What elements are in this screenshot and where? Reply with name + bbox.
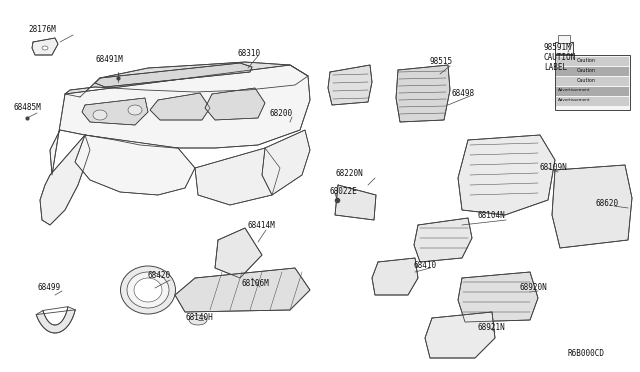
- Ellipse shape: [128, 105, 142, 115]
- Bar: [556, 87, 629, 96]
- Polygon shape: [262, 130, 310, 195]
- Text: CAUTION: CAUTION: [544, 54, 577, 62]
- Text: Caution: Caution: [577, 68, 596, 73]
- Text: Caution: Caution: [577, 58, 596, 63]
- Polygon shape: [82, 98, 148, 125]
- Text: 68499: 68499: [38, 283, 61, 292]
- Polygon shape: [150, 93, 210, 120]
- Text: 98515: 98515: [430, 58, 453, 67]
- Text: 68920N: 68920N: [520, 283, 548, 292]
- Polygon shape: [335, 185, 376, 220]
- Polygon shape: [552, 165, 632, 248]
- Polygon shape: [425, 312, 495, 358]
- Text: 28176M: 28176M: [28, 25, 56, 33]
- Text: 68620: 68620: [596, 199, 619, 208]
- Polygon shape: [195, 148, 280, 205]
- Text: 68498: 68498: [452, 89, 475, 97]
- Text: 68921N: 68921N: [478, 324, 506, 333]
- Text: 68106M: 68106M: [242, 279, 269, 288]
- Polygon shape: [95, 63, 252, 87]
- FancyBboxPatch shape: [555, 42, 573, 54]
- Text: LABEL: LABEL: [544, 64, 567, 73]
- Polygon shape: [205, 88, 265, 120]
- FancyBboxPatch shape: [555, 55, 630, 110]
- Text: 68485M: 68485M: [14, 103, 42, 112]
- Polygon shape: [75, 135, 195, 195]
- Text: 68140H: 68140H: [185, 314, 212, 323]
- Ellipse shape: [127, 272, 169, 308]
- Text: 68420: 68420: [148, 272, 171, 280]
- Polygon shape: [396, 65, 450, 122]
- Bar: [556, 67, 629, 76]
- Polygon shape: [458, 272, 538, 322]
- Polygon shape: [32, 38, 58, 55]
- Text: Advertissement: Advertissement: [558, 88, 591, 92]
- Polygon shape: [65, 62, 308, 97]
- Text: 68104N: 68104N: [478, 212, 506, 221]
- Text: R6B000CD: R6B000CD: [568, 349, 605, 357]
- Ellipse shape: [189, 315, 207, 325]
- Text: 98591M: 98591M: [544, 44, 572, 52]
- FancyBboxPatch shape: [558, 35, 570, 43]
- Text: 68109N: 68109N: [540, 164, 568, 173]
- Text: 68310: 68310: [238, 48, 261, 58]
- Text: 68414M: 68414M: [248, 221, 276, 231]
- Text: 68491M: 68491M: [95, 55, 123, 64]
- Polygon shape: [215, 228, 262, 278]
- Text: 68410: 68410: [413, 262, 436, 270]
- Bar: [556, 57, 629, 66]
- Ellipse shape: [120, 266, 175, 314]
- Bar: [556, 97, 629, 106]
- Text: 68220N: 68220N: [335, 169, 363, 177]
- Polygon shape: [36, 307, 76, 333]
- Polygon shape: [414, 218, 472, 262]
- Text: 68200: 68200: [270, 109, 293, 118]
- Text: Caution: Caution: [577, 78, 596, 83]
- Polygon shape: [328, 65, 372, 105]
- Ellipse shape: [42, 46, 48, 50]
- Ellipse shape: [93, 110, 107, 120]
- Polygon shape: [372, 258, 418, 295]
- Polygon shape: [50, 65, 310, 175]
- Text: Advertissement: Advertissement: [558, 98, 591, 102]
- Bar: [556, 77, 629, 86]
- Polygon shape: [458, 135, 555, 215]
- Polygon shape: [40, 135, 90, 225]
- Polygon shape: [175, 268, 310, 312]
- Text: 68022E: 68022E: [330, 186, 358, 196]
- Ellipse shape: [134, 278, 162, 302]
